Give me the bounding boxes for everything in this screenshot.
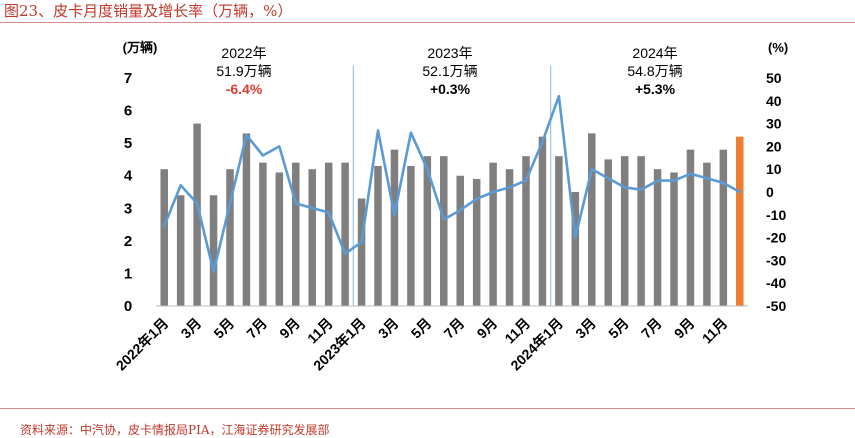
bar [472,178,481,306]
y-left-tick-label: 2 [124,233,132,250]
y-left-tick-label: 5 [124,135,132,152]
x-tick-label: 5月 [408,315,435,342]
x-tick-label: 9月 [671,315,698,342]
x-tick-label: 7月 [441,315,468,342]
bar [736,136,744,306]
bar [653,169,662,306]
y-right-tick-label: 20 [766,138,782,154]
x-tick-label: 3月 [375,315,402,342]
y-right-tick-label: -10 [766,207,786,223]
bar [242,133,251,306]
annotation-year: 2022年 [221,45,266,61]
annotation-growth: +5.3% [635,81,676,97]
bar [275,172,284,306]
bar [341,162,349,306]
y-left-tick-label: 0 [124,298,132,315]
bar [308,169,316,306]
x-tick-label: 9月 [474,315,501,342]
bar [538,136,547,306]
growth-line [162,94,742,274]
bar [193,123,201,306]
y-left-tick-label: 1 [124,265,132,282]
y-right-tick-label: -50 [766,298,786,314]
x-tick-label: 5月 [210,315,237,342]
source-note: 资料来源：中汽协，皮卡情报局PIA，江海证券研究发展部 [20,423,330,437]
y-right-tick-label: -40 [766,275,786,291]
bar [357,198,366,306]
y-right-tick-label: 30 [766,116,782,132]
bar [670,172,678,306]
bar [522,156,530,306]
bar [571,192,580,306]
bar [588,133,596,306]
bar [390,149,399,306]
bar [407,165,415,306]
bar [176,195,185,306]
bar [604,159,612,306]
x-tick-label: 11月 [699,315,731,347]
bar [440,156,448,306]
x-tick-label: 3月 [572,315,599,342]
bar [620,156,629,306]
bar [505,169,514,306]
figure-title: 图23、皮卡月度销量及增长率（万辆，%） [4,2,293,20]
bar [703,162,711,306]
y-right-tick-label: -30 [766,252,786,268]
bar [637,156,645,306]
y-right-tick-label: 0 [766,184,774,200]
x-tick-label: 7月 [638,315,665,342]
y-right-tick-label: 50 [766,70,782,86]
x-tick-label: 9月 [276,315,303,342]
y-left-tick-label: 6 [124,103,132,120]
title-rule [0,22,855,23]
y-left-tick-label: 4 [124,168,133,185]
annotation-growth: -6.4% [226,81,263,97]
bar [719,149,728,306]
y-right-axis-label: (%) [768,40,788,55]
x-tick-label: 3月 [178,315,205,342]
annotation-total: 54.8万辆 [627,63,682,79]
bar [226,169,234,306]
bar [456,175,464,306]
bar [555,156,563,306]
y-left-axis-label: (万辆) [123,40,158,55]
x-tick-label: 2022年1月 [113,315,172,374]
bar [259,162,267,306]
bar [209,195,218,306]
bar [292,162,300,306]
x-tick-label: 5月 [605,315,632,342]
annotation-total: 51.9万辆 [216,63,271,79]
bar [423,156,432,306]
y-right-tick-label: 10 [766,161,782,177]
annotation-growth: +0.3% [430,81,471,97]
bar [686,149,695,306]
annotation-year: 2023年 [427,45,472,61]
y-left-tick-label: 7 [124,70,132,87]
bar [489,162,497,306]
bar [160,169,168,306]
annotation-total: 52.1万辆 [422,63,477,79]
bar [324,162,333,306]
annotation-year: 2024年 [632,45,677,61]
y-left-tick-label: 3 [124,200,132,217]
bar [374,165,382,306]
y-right-tick-label: 40 [766,93,782,109]
footer-rule [0,408,855,409]
y-right-tick-label: -20 [766,230,786,246]
x-tick-label: 7月 [243,315,270,342]
